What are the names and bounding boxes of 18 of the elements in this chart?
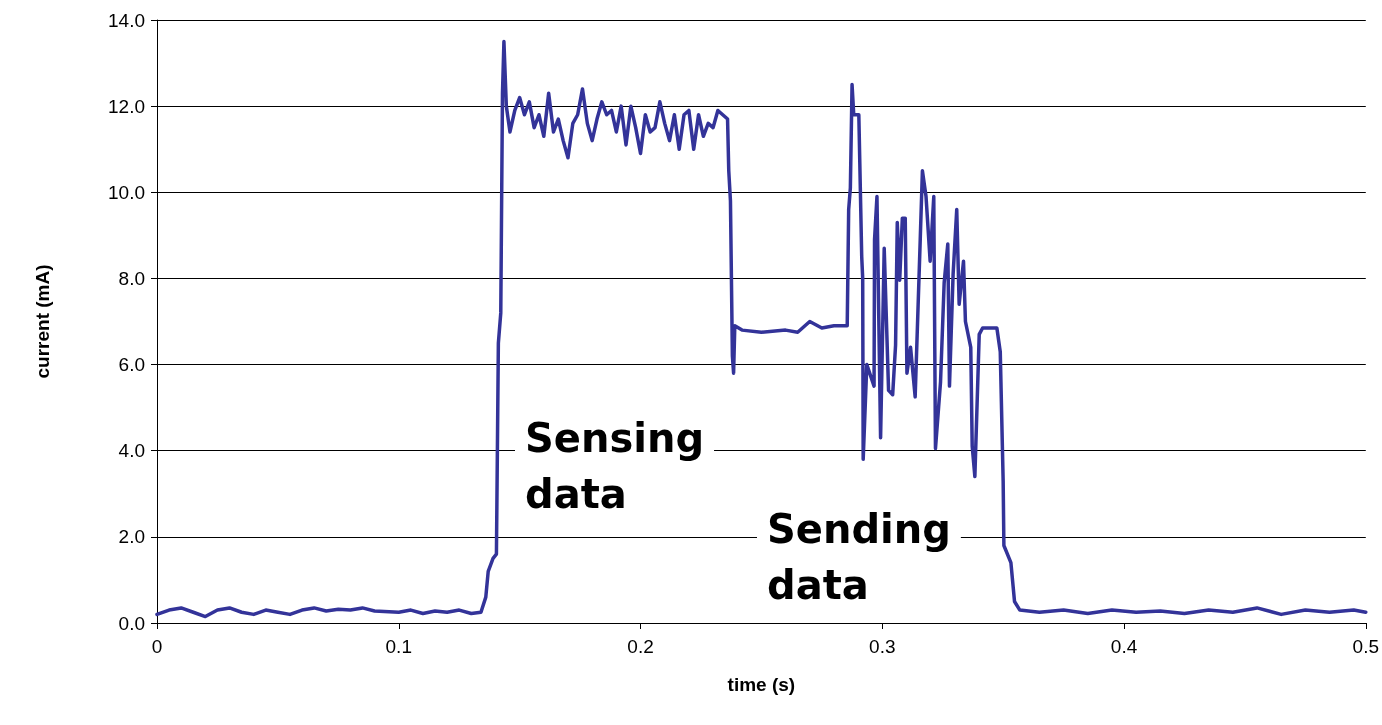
annotation: Sensing data [525, 415, 705, 517]
x-tick-label: 0.1 [385, 636, 412, 657]
y-tick-label: 10.0 [108, 181, 145, 203]
annotation: Sending data [767, 506, 951, 608]
x-tick-label: 0.3 [869, 636, 896, 657]
x-tick-label: 0.4 [1110, 636, 1138, 657]
y-tick-label: 14.0 [108, 9, 145, 31]
y-tick-label: 4.0 [118, 440, 145, 462]
x-axis-title: time (s) [727, 674, 796, 695]
y-tick-label: 0.0 [118, 612, 145, 634]
y-tick-label: 2.0 [118, 526, 145, 548]
y-axis-title: current (mA) [32, 264, 53, 379]
x-tick-label: 0.2 [627, 636, 654, 657]
y-tick-label: 12.0 [108, 95, 145, 117]
x-tick-label: 0 [151, 636, 163, 657]
y-tick-label: 8.0 [118, 267, 145, 289]
x-tick-label: 0.5 [1352, 636, 1379, 657]
y-tick-label: 6.0 [118, 354, 145, 376]
